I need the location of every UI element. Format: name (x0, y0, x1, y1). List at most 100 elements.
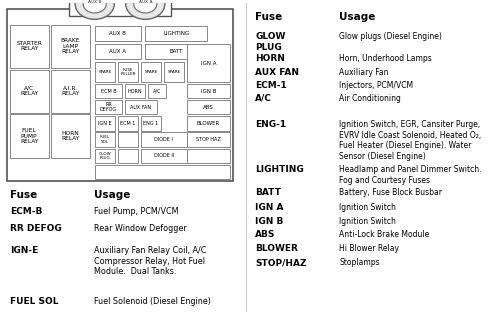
Circle shape (134, 0, 157, 13)
Text: FUEL
SOL: FUEL SOL (100, 135, 110, 144)
Text: LIGHTING: LIGHTING (255, 165, 304, 174)
FancyBboxPatch shape (94, 165, 230, 179)
Text: IGN A: IGN A (255, 203, 284, 212)
Text: HORN
RELAY: HORN RELAY (62, 131, 80, 141)
Text: GLOW
PLUG: GLOW PLUG (98, 152, 112, 160)
Text: Fuel Pump, PCM/VCM: Fuel Pump, PCM/VCM (94, 207, 179, 216)
FancyBboxPatch shape (94, 84, 122, 98)
FancyBboxPatch shape (51, 25, 90, 68)
Text: Glow plugs (Diesel Engine): Glow plugs (Diesel Engine) (340, 32, 442, 42)
Text: IGN A: IGN A (201, 61, 216, 66)
Text: FUEL
PUMP
RELAY: FUEL PUMP RELAY (20, 128, 38, 144)
Text: Rear Window Defogger: Rear Window Defogger (94, 224, 187, 233)
Text: Auxiliary Fan Relay Coil, A/C
Compressor Relay, Hot Fuel
Module.  Dual Tanks.: Auxiliary Fan Relay Coil, A/C Compressor… (94, 246, 206, 276)
FancyBboxPatch shape (94, 26, 140, 41)
Text: RR DEFOG: RR DEFOG (10, 224, 62, 233)
Text: BLOWER: BLOWER (197, 121, 220, 126)
Text: Fuel Solenoid (Diesel Engine): Fuel Solenoid (Diesel Engine) (94, 297, 211, 306)
Text: Stoplamps: Stoplamps (340, 258, 380, 267)
FancyBboxPatch shape (10, 25, 48, 68)
FancyBboxPatch shape (146, 26, 208, 41)
Text: AUX A: AUX A (109, 49, 126, 54)
Text: Fuse: Fuse (10, 190, 37, 200)
Text: Horn, Underhood Lamps: Horn, Underhood Lamps (340, 54, 432, 63)
FancyBboxPatch shape (118, 149, 139, 163)
Text: A/C
RELAY: A/C RELAY (20, 86, 38, 96)
FancyBboxPatch shape (186, 44, 230, 82)
Text: STOP/HAZ: STOP/HAZ (255, 258, 306, 267)
FancyBboxPatch shape (118, 116, 139, 131)
FancyBboxPatch shape (94, 44, 140, 59)
Text: AUX A: AUX A (138, 0, 152, 4)
Circle shape (83, 0, 106, 13)
FancyBboxPatch shape (186, 84, 230, 98)
Text: ECM B: ECM B (100, 89, 116, 94)
FancyBboxPatch shape (94, 116, 116, 131)
Text: Ignition Switch: Ignition Switch (340, 203, 396, 212)
Text: Injectors, PCM/VCM: Injectors, PCM/VCM (340, 81, 413, 90)
Text: ECM 1: ECM 1 (120, 121, 136, 126)
Text: ENG-1: ENG-1 (255, 120, 286, 129)
FancyBboxPatch shape (94, 100, 122, 114)
Text: ABS: ABS (203, 105, 214, 110)
Text: Ignition Switch, EGR, Cansiter Purge,
EVRV Idle Coast Solenoid, Heated O₂,
Fuel : Ignition Switch, EGR, Cansiter Purge, EV… (340, 120, 482, 161)
FancyBboxPatch shape (118, 132, 139, 147)
Text: ENG 1: ENG 1 (144, 121, 158, 126)
Text: FUSE
PULLER: FUSE PULLER (120, 68, 136, 77)
FancyBboxPatch shape (94, 149, 116, 163)
FancyBboxPatch shape (94, 132, 116, 147)
Text: Ignition Switch: Ignition Switch (340, 217, 396, 226)
FancyBboxPatch shape (186, 100, 230, 114)
FancyBboxPatch shape (94, 62, 116, 82)
Text: ECM-B: ECM-B (10, 207, 42, 216)
FancyBboxPatch shape (140, 116, 162, 131)
Circle shape (75, 0, 114, 19)
Circle shape (126, 0, 165, 19)
FancyBboxPatch shape (140, 149, 186, 163)
Text: IGN-E: IGN-E (10, 246, 38, 255)
Text: AUX B: AUX B (110, 31, 126, 36)
Text: ECM-1: ECM-1 (255, 81, 287, 90)
Text: SPARE: SPARE (144, 70, 158, 74)
Text: Anti-Lock Brake Module: Anti-Lock Brake Module (340, 230, 430, 239)
Text: A/C: A/C (255, 94, 272, 103)
FancyBboxPatch shape (51, 114, 90, 158)
Text: Usage: Usage (340, 12, 376, 22)
Text: Usage: Usage (94, 190, 130, 200)
FancyBboxPatch shape (124, 100, 157, 114)
Text: ABS: ABS (255, 230, 276, 239)
FancyBboxPatch shape (124, 84, 146, 98)
Text: STOP HAZ: STOP HAZ (196, 137, 221, 142)
Text: FUEL SOL: FUEL SOL (10, 297, 58, 306)
Text: LIGHTING: LIGHTING (163, 31, 190, 36)
Text: AUX B: AUX B (88, 0, 102, 4)
Text: A/C: A/C (152, 89, 161, 94)
Text: HORN: HORN (128, 89, 142, 94)
Text: Hi Blower Relay: Hi Blower Relay (340, 244, 400, 253)
Text: Air Conditioning: Air Conditioning (340, 94, 401, 103)
FancyBboxPatch shape (148, 84, 166, 98)
Text: BATT: BATT (255, 188, 281, 198)
FancyBboxPatch shape (8, 9, 232, 181)
FancyBboxPatch shape (140, 132, 186, 147)
FancyBboxPatch shape (186, 132, 230, 147)
Text: IGN B: IGN B (201, 89, 216, 94)
Text: RR
DEFOG: RR DEFOG (100, 102, 117, 112)
Text: DIODE II: DIODE II (154, 153, 174, 158)
FancyBboxPatch shape (10, 70, 48, 113)
Text: HORN: HORN (255, 54, 285, 63)
Text: DIODE I: DIODE I (154, 137, 173, 142)
Text: Battery, Fuse Block Busbar: Battery, Fuse Block Busbar (340, 188, 442, 198)
Text: A.I.R.
RELAY: A.I.R. RELAY (62, 86, 80, 96)
Text: GLOW
PLUG: GLOW PLUG (255, 32, 286, 52)
FancyBboxPatch shape (186, 149, 230, 163)
Text: BATT: BATT (170, 49, 183, 54)
FancyBboxPatch shape (10, 114, 48, 158)
Text: IGN E: IGN E (98, 121, 112, 126)
Text: AUX FAN: AUX FAN (255, 68, 299, 77)
Text: IGN B: IGN B (255, 217, 284, 226)
FancyBboxPatch shape (70, 0, 170, 16)
Text: AUX FAN: AUX FAN (130, 105, 152, 110)
FancyBboxPatch shape (140, 62, 162, 82)
FancyBboxPatch shape (51, 70, 90, 113)
